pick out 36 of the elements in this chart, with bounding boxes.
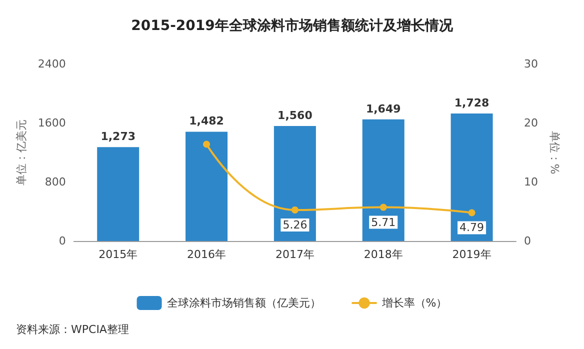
bar bbox=[450, 114, 493, 241]
data-label: 1,560 bbox=[278, 108, 313, 122]
chart-title: 2015-2019年全球涂料市场销售额统计及增长情况 bbox=[131, 17, 454, 34]
y2-tick-label: 10 bbox=[524, 176, 538, 188]
y-tick-label: 1600 bbox=[38, 116, 66, 130]
y-axis-title: 单位：亿美元 bbox=[15, 120, 28, 186]
y-tick-label: 800 bbox=[44, 176, 66, 188]
y-tick-label: 2400 bbox=[38, 58, 66, 70]
y-tick-label: 0 bbox=[58, 234, 66, 248]
point bbox=[291, 206, 298, 214]
x-tick-label: 2018年 bbox=[364, 248, 403, 261]
data-label: 1,482 bbox=[189, 114, 224, 128]
point bbox=[468, 209, 476, 216]
y2-tick-label: 30 bbox=[524, 58, 538, 70]
x-tick-label: 2016年 bbox=[187, 248, 226, 261]
x-tick-label: 2017年 bbox=[275, 248, 314, 261]
data-label: 5.26 bbox=[282, 218, 308, 232]
bar bbox=[186, 132, 228, 241]
text: 资料来源：WPCIA整理 bbox=[16, 323, 129, 336]
y2-tick-label: 20 bbox=[524, 116, 538, 130]
point bbox=[380, 204, 387, 211]
bar bbox=[274, 126, 316, 241]
data-label: 1,728 bbox=[454, 96, 490, 110]
data-label: 1,273 bbox=[100, 130, 136, 144]
data-label: 4.79 bbox=[460, 221, 484, 234]
x-tick-label: 2019年 bbox=[452, 248, 492, 261]
bar bbox=[362, 119, 404, 241]
y2-axis-title: 单位：% bbox=[548, 130, 561, 174]
point bbox=[203, 140, 210, 148]
x-tick-label: 2015年 bbox=[98, 248, 138, 261]
bar bbox=[97, 147, 140, 241]
legend-label: 全球涂料市场销售额（亿美元） bbox=[166, 296, 321, 310]
data-label: 1,649 bbox=[366, 102, 401, 116]
legend-label: 增长率（%） bbox=[380, 296, 448, 310]
y2-tick-label: 0 bbox=[524, 234, 531, 248]
data-label: 5.71 bbox=[371, 216, 396, 229]
